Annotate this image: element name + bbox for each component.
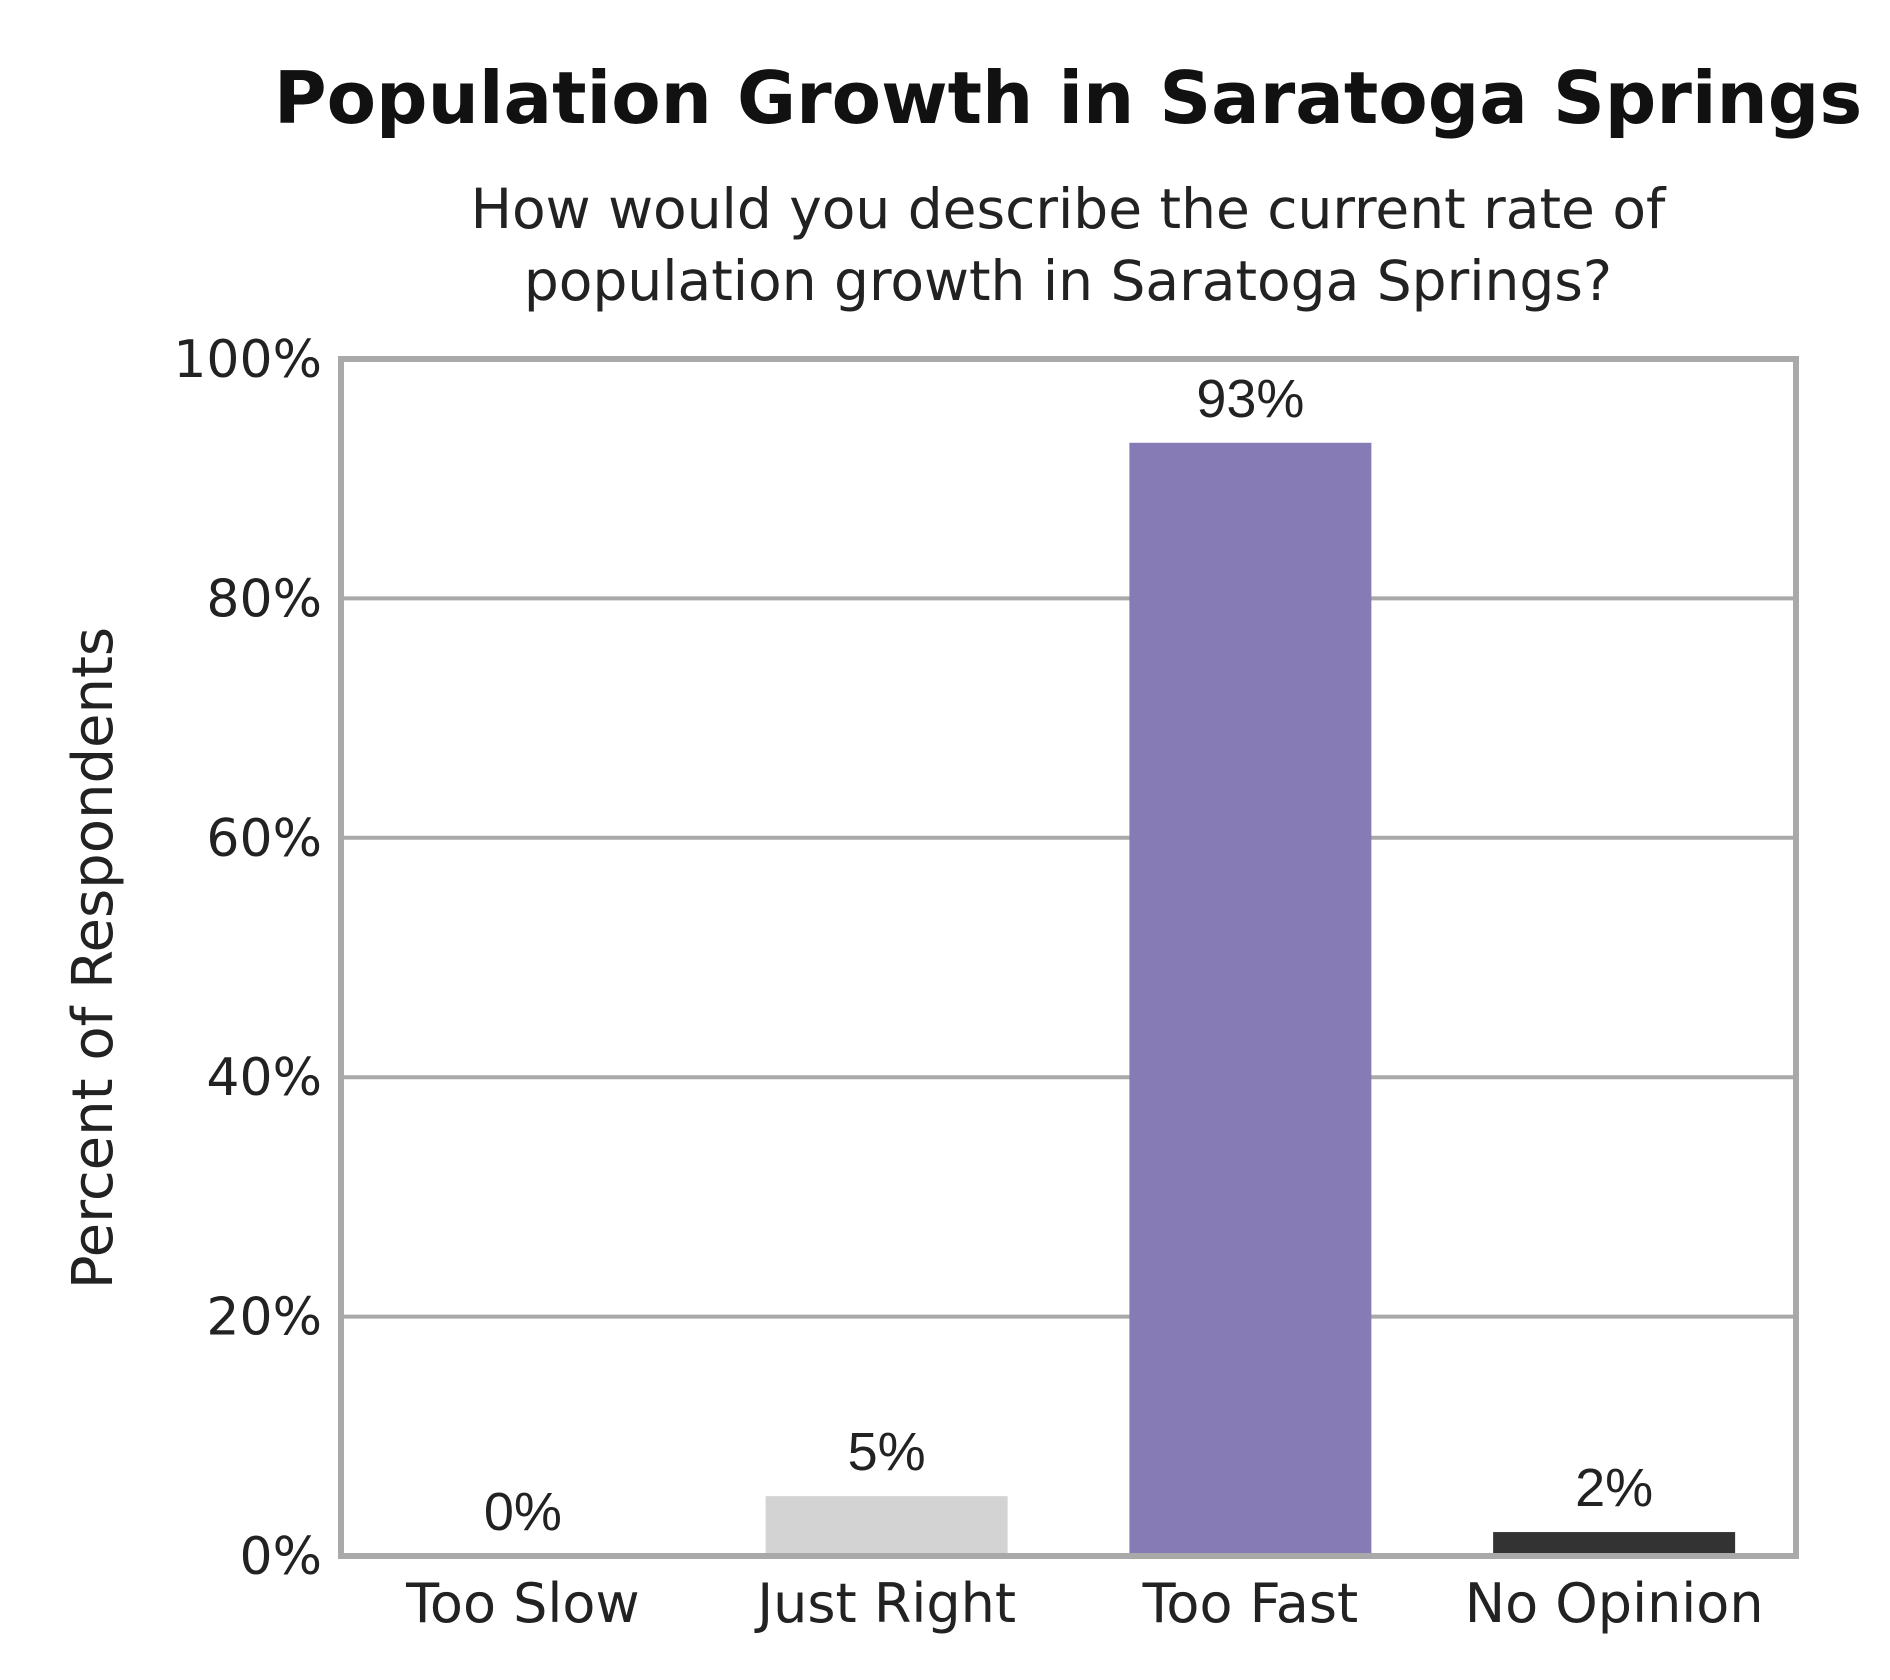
y-axis-label: Percent of Respondents: [61, 627, 126, 1289]
x-tick-label: Just Right: [754, 1572, 1016, 1635]
y-tick-label: 20%: [206, 1288, 322, 1348]
x-tick-label: No Opinion: [1465, 1572, 1764, 1635]
x-tick-label: Too Fast: [1142, 1572, 1359, 1635]
chart-title: Population Growth in Saratoga Springs: [274, 56, 1862, 140]
bar-too-fast: [1129, 442, 1372, 1556]
x-axis-ticks: Too Slow Just Right Too Fast No Opinion: [405, 1572, 1763, 1635]
plot-frame: [338, 356, 1799, 1559]
bar-just-right: [765, 1496, 1008, 1556]
data-label: 2%: [1575, 1458, 1653, 1518]
bars: [765, 442, 1736, 1556]
chart-subtitle-line-1: How would you describe the current rate …: [471, 177, 1667, 241]
chart-subtitle-line-2: population growth in Saratoga Springs?: [524, 249, 1612, 313]
bar-no-opinion: [1493, 1532, 1736, 1556]
y-tick-label: 40%: [206, 1048, 322, 1108]
gridlines: [341, 596, 1796, 1319]
data-label: 5%: [848, 1422, 926, 1482]
y-tick-label: 80%: [206, 569, 322, 629]
y-tick-label: 0%: [240, 1527, 323, 1587]
y-axis-ticks: 0% 20% 40% 60% 80% 100%: [173, 330, 322, 1587]
data-label: 0%: [484, 1482, 562, 1542]
data-labels: 0% 5% 93% 2%: [484, 369, 1653, 1542]
y-tick-label: 100%: [173, 330, 322, 390]
x-tick-label: Too Slow: [405, 1572, 640, 1635]
y-tick-label: 60%: [206, 809, 322, 869]
data-label: 93%: [1196, 369, 1304, 429]
